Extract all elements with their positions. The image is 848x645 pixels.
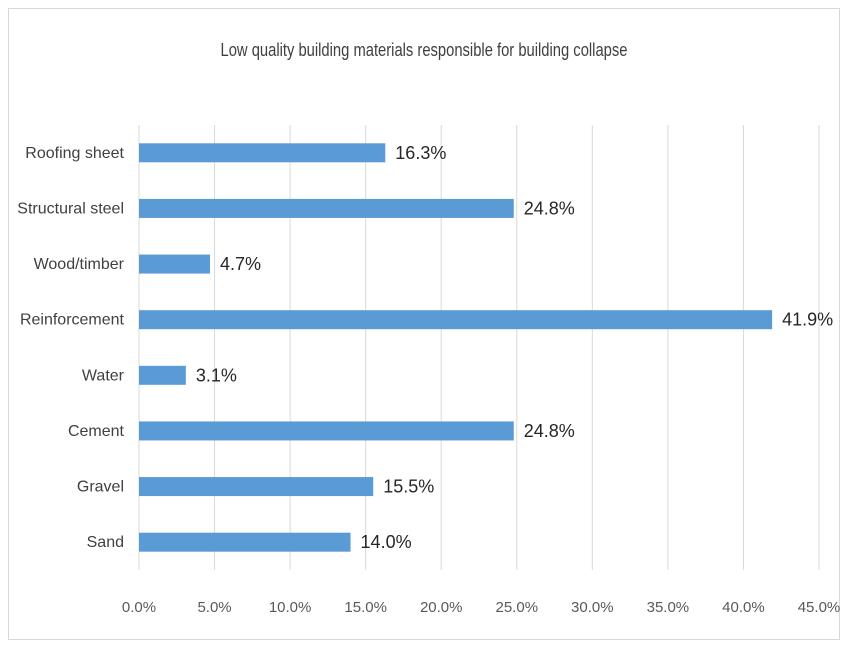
chart-title: Low quality building materials responsib… xyxy=(220,40,628,60)
x-tick-label-2: 10.0% xyxy=(269,599,312,616)
x-tick-label-8: 40.0% xyxy=(722,599,765,616)
x-tick-label-6: 30.0% xyxy=(571,599,614,616)
x-tick-label-3: 15.0% xyxy=(344,599,387,616)
bar-7 xyxy=(139,532,351,552)
x-tick-label-4: 20.0% xyxy=(420,599,463,616)
category-label-4: Water xyxy=(82,367,125,384)
data-label-5: 24.8% xyxy=(524,421,575,441)
category-label-1: Structural steel xyxy=(17,200,124,217)
bar-1 xyxy=(139,198,514,218)
data-label-2: 4.7% xyxy=(220,254,261,274)
x-tick-label-7: 35.0% xyxy=(647,599,690,616)
category-label-0: Roofing sheet xyxy=(25,145,124,162)
data-label-0: 16.3% xyxy=(395,143,446,163)
x-tick-label-1: 5.0% xyxy=(197,599,231,616)
bar-4 xyxy=(139,365,186,385)
x-tick-label-0: 0.0% xyxy=(122,599,156,616)
data-label-1: 24.8% xyxy=(524,198,575,218)
data-label-7: 14.0% xyxy=(361,532,412,552)
x-tick-label-9: 45.0% xyxy=(798,599,841,616)
bar-0 xyxy=(139,143,386,163)
category-label-6: Gravel xyxy=(77,479,124,496)
bar-3 xyxy=(139,310,773,330)
category-label-7: Sand xyxy=(87,534,124,551)
bar-2 xyxy=(139,254,211,274)
data-label-3: 41.9% xyxy=(782,310,833,330)
category-label-2: Wood/timber xyxy=(34,256,125,273)
category-label-3: Reinforcement xyxy=(20,312,125,329)
bar-5 xyxy=(139,421,514,441)
data-label-6: 15.5% xyxy=(383,477,434,497)
bar-6 xyxy=(139,477,374,497)
category-label-5: Cement xyxy=(68,423,125,440)
x-tick-label-5: 25.0% xyxy=(496,599,539,616)
data-label-4: 3.1% xyxy=(196,365,237,385)
